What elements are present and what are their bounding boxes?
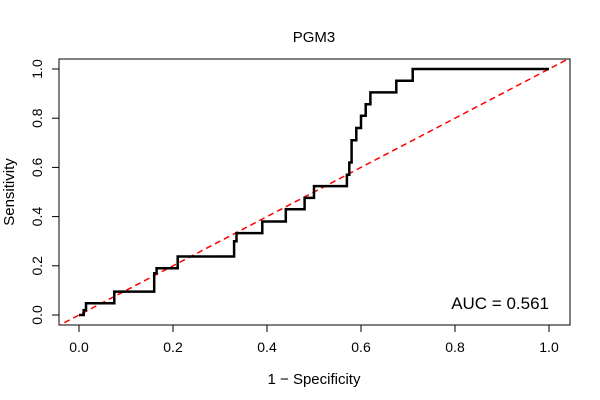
y-axis-label: Sensitivity: [1, 158, 18, 226]
x-axis: 0.0 0.2 0.4 0.6 0.8 1.0: [69, 324, 559, 355]
x-tick-label: 0.4: [257, 339, 277, 355]
x-tick-label: 0.2: [163, 339, 183, 355]
y-tick-label: 0.0: [29, 305, 45, 325]
plot-area: [59, 59, 570, 325]
x-tick-label: 0.6: [351, 339, 371, 355]
x-tick-label: 0.8: [445, 339, 465, 355]
roc-curve-line: [79, 67, 549, 317]
y-tick-label: 0.2: [29, 256, 45, 276]
x-tick-label: 0.0: [69, 339, 89, 355]
x-tick-label: 1.0: [539, 339, 559, 355]
y-tick-label: 0.6: [29, 157, 45, 177]
y-axis: 0.0 0.2 0.4 0.6 0.8 1.0: [29, 59, 60, 325]
y-tick-label: 0.4: [29, 207, 45, 227]
x-axis-label: 1 − Specificity: [268, 371, 361, 388]
auc-annotation: AUC = 0.561: [451, 294, 549, 313]
y-tick-label: 1.0: [29, 59, 45, 79]
chart-title: PGM3: [293, 29, 336, 46]
y-tick-label: 0.8: [29, 108, 45, 128]
